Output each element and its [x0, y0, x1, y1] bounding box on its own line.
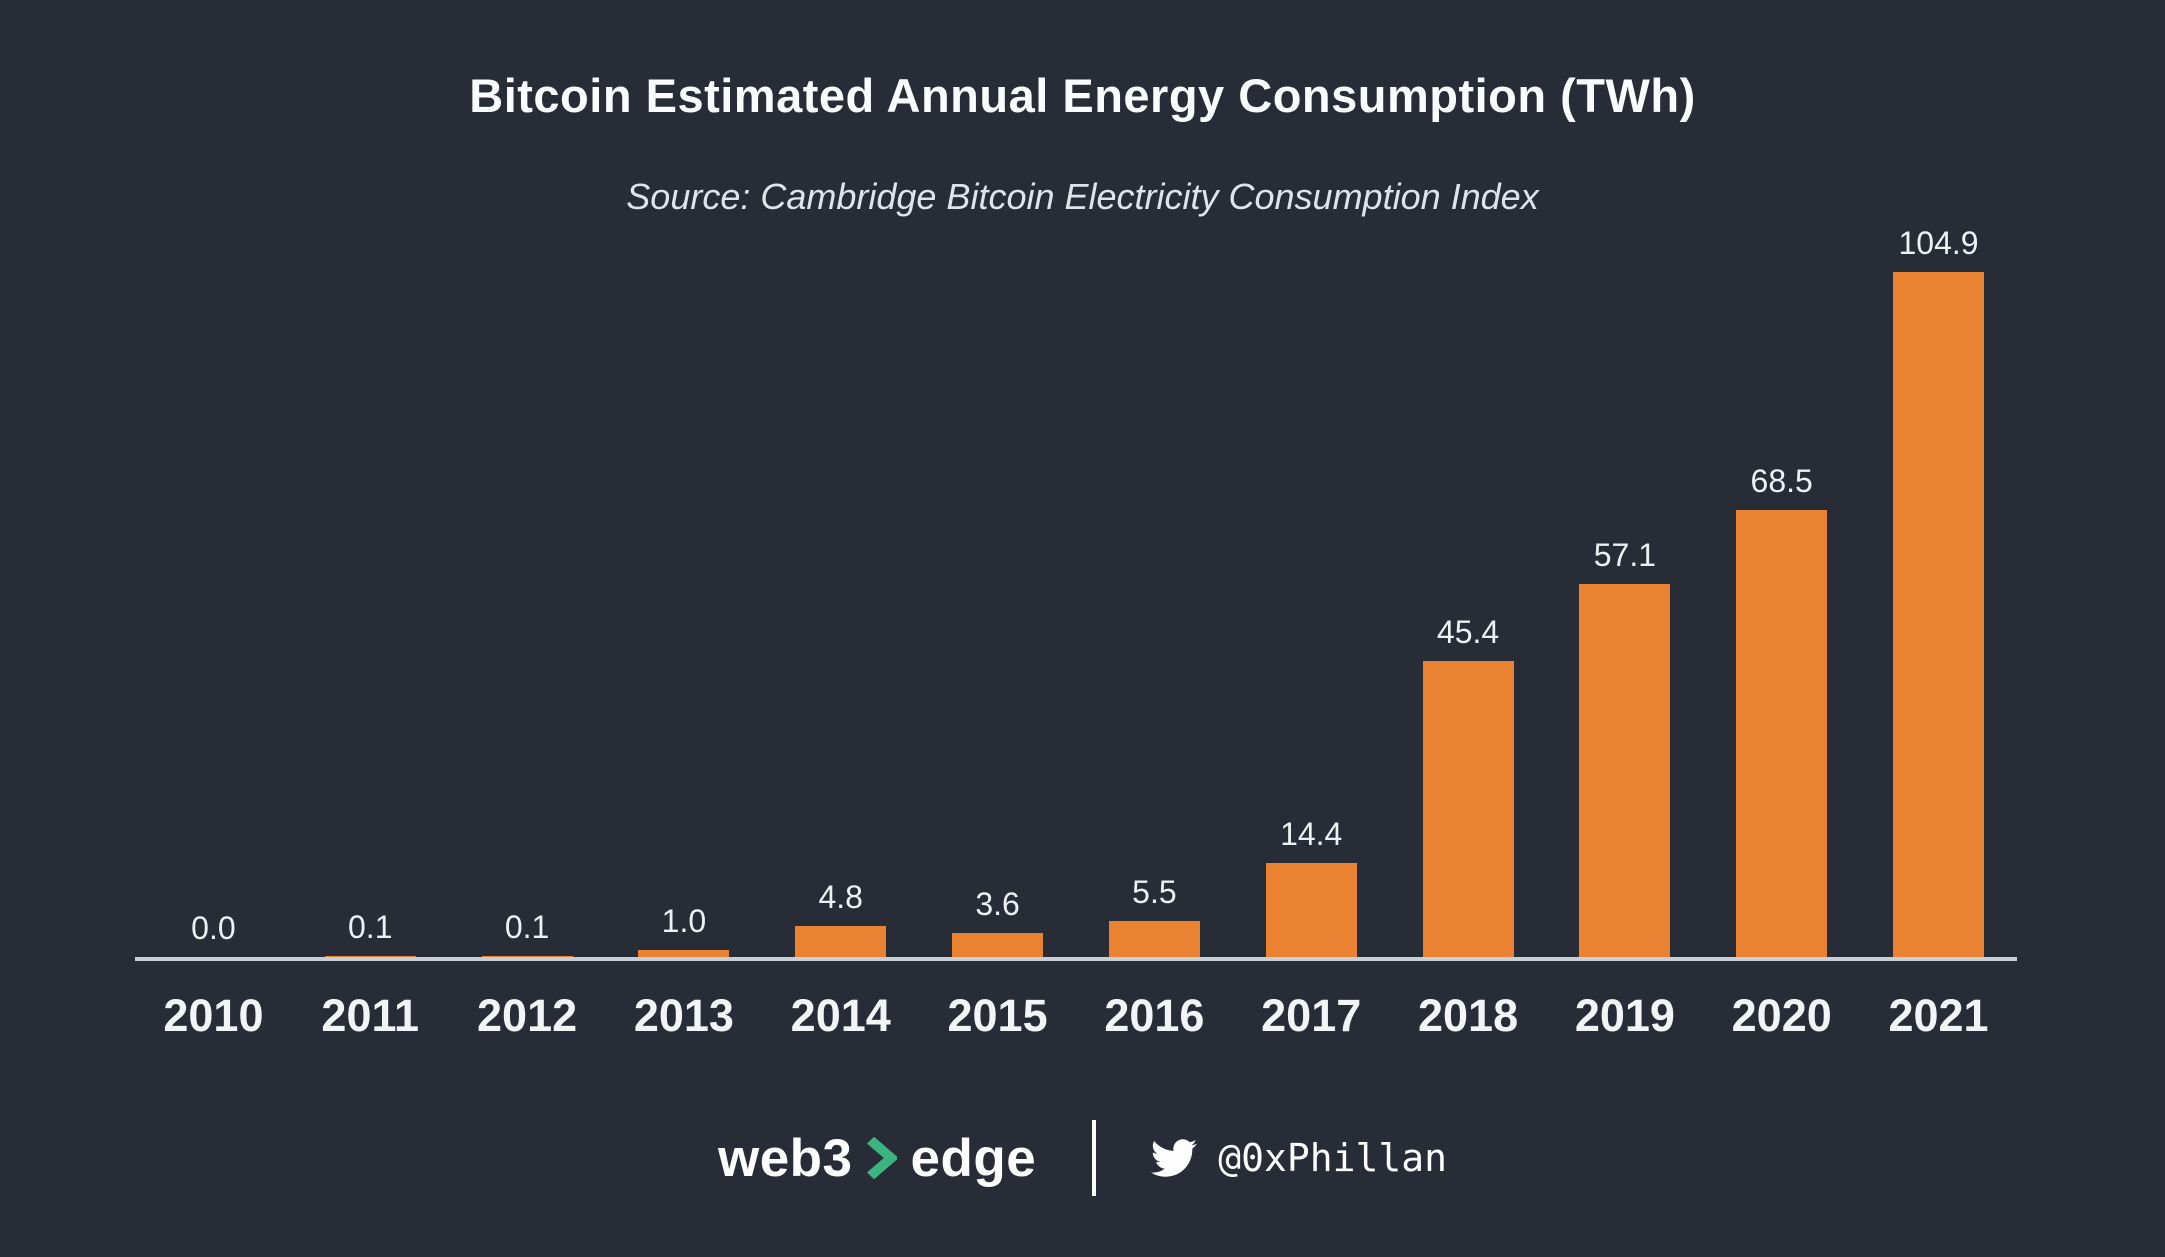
brand-left-text: web3: [717, 1128, 853, 1188]
x-axis-labels: 2010 2011 2012 2013 2014 2015 2016 2017 2018 2019…: [135, 990, 2017, 1042]
bar-value-label: 3.6: [975, 886, 1020, 922]
x-axis-label-2015: 2015: [947, 990, 1048, 1041]
brand-logo: web3 edge: [718, 1128, 1036, 1189]
x-axis-label-2014: 2014: [790, 990, 891, 1041]
bar-column-2014: 4.8: [762, 881, 919, 957]
bar-value-label: 14.4: [1280, 816, 1343, 852]
bar-2015: [952, 933, 1044, 957]
brand-right-text: edge: [910, 1128, 1037, 1188]
x-axis-label-2010: 2010: [163, 990, 264, 1041]
bar-column-2018: 45.4: [1390, 616, 1547, 957]
bar-value-label: 4.8: [818, 879, 863, 915]
x-axis-label-2012: 2012: [477, 990, 578, 1041]
chart-source: Source: Cambridge Bitcoin Electricity Co…: [626, 176, 1539, 217]
bar-2011: [324, 956, 416, 957]
x-axis-label-2011: 2011: [321, 990, 420, 1041]
x-axis-label-2020: 2020: [1731, 990, 1832, 1041]
bar-value-label: 104.9: [1898, 225, 1979, 261]
chart-title: Bitcoin Estimated Annual Energy Consumpt…: [469, 69, 1696, 122]
bar-2014: [795, 926, 887, 957]
bar-column-2010: 0.0: [135, 912, 292, 957]
x-axis-line: [135, 957, 2017, 961]
bar-value-label: 0.1: [504, 909, 550, 945]
chevron-right-icon: [866, 1137, 897, 1179]
x-axis-label-2013: 2013: [633, 990, 734, 1041]
bar-column-2015: 3.6: [919, 888, 1076, 957]
bar-value-label: 57.1: [1593, 537, 1656, 573]
bar-column-2021: 104.9: [1860, 227, 2017, 957]
bar-chart: 0.0 0.1 0.1 1.0 4.8 3.6 5.5 14.4 45.4 57.1 68.5 104…: [135, 0, 2017, 1257]
bar-2016: [1108, 921, 1200, 957]
bar-column-2020: 68.5: [1703, 465, 1860, 957]
bar-value-label: 45.4: [1436, 614, 1500, 650]
twitter-attribution: @0xPhillan: [1146, 1135, 1447, 1181]
x-axis-label-2021: 2021: [1888, 990, 1989, 1041]
bars: 0.0 0.1 0.1 1.0 4.8 3.6 5.5 14.4 45.4 57.1 68.5 104…: [135, 227, 2017, 957]
x-axis-label-2018: 2018: [1417, 990, 1519, 1041]
x-axis-label-2017: 2017: [1261, 990, 1362, 1041]
bar-column-2017: 14.4: [1233, 818, 1390, 957]
footer: web3 edge @0xPhillan: [0, 1108, 2165, 1208]
bar-column-2011: 0.1: [292, 911, 449, 957]
bar-2012: [481, 956, 573, 957]
x-axis-label-2019: 2019: [1574, 990, 1675, 1041]
bar-value-label: 0.0: [191, 910, 236, 946]
bar-2017: [1265, 863, 1357, 957]
bar-2019: [1579, 584, 1671, 957]
bar-column-2013: 1.0: [605, 905, 762, 957]
x-axis-label-2016: 2016: [1104, 990, 1205, 1041]
bar-column-2019: 57.1: [1546, 539, 1703, 957]
bar-column-2012: 0.1: [449, 911, 606, 957]
bar-value-label: 5.5: [1132, 874, 1177, 910]
bar-2020: [1736, 510, 1828, 957]
bar-value-label: 1.0: [661, 903, 707, 939]
bar-2018: [1422, 661, 1514, 957]
footer-divider: [1092, 1120, 1097, 1196]
bar-column-2016: 5.5: [1076, 876, 1233, 957]
bar-value-label: 68.5: [1750, 463, 1813, 499]
twitter-handle: @0xPhillan: [1218, 1136, 1448, 1180]
bar-2013: [638, 950, 730, 957]
bar-value-label: 0.1: [348, 909, 393, 945]
twitter-icon: [1151, 1139, 1198, 1177]
bar-2021: [1893, 272, 1985, 957]
